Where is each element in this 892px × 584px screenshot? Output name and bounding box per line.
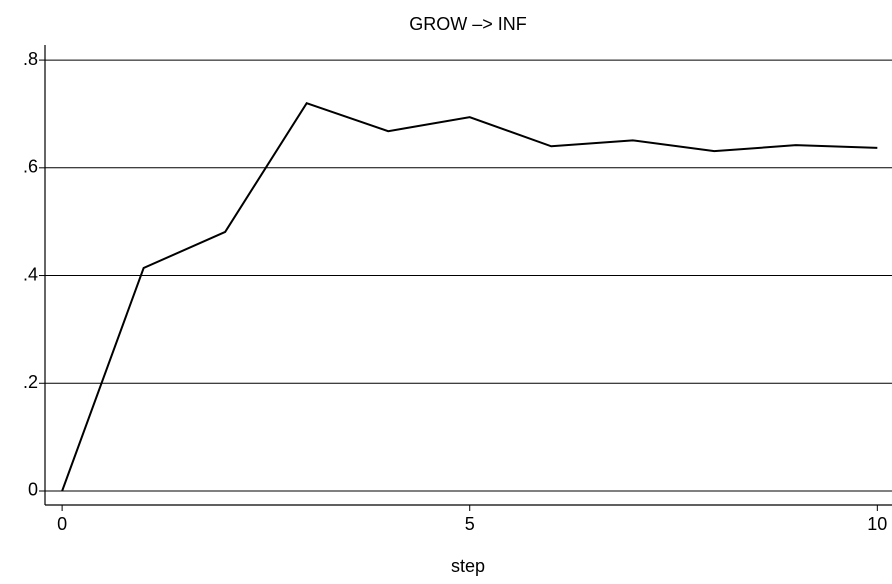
x-tick-label: 5 <box>465 514 475 534</box>
x-tick-label: 0 <box>57 514 67 534</box>
y-tick-label: .8 <box>23 49 38 69</box>
chart-title: GROW –> INF <box>409 14 527 34</box>
data-line <box>61 101 878 492</box>
y-tick-label: .4 <box>23 264 38 284</box>
y-tick-label: 0 <box>28 480 38 500</box>
x-tick-label: 10 <box>867 514 887 534</box>
x-axis-label: step <box>451 556 485 576</box>
y-tick-label: .6 <box>23 157 38 177</box>
y-tick-label: .2 <box>23 372 38 392</box>
